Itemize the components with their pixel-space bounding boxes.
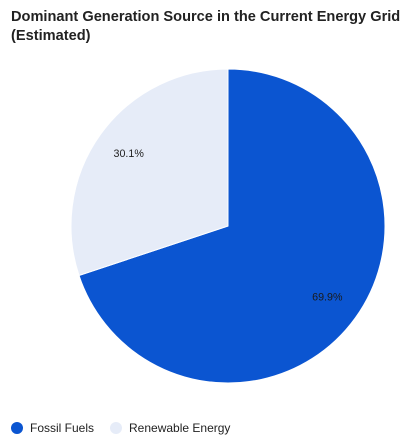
pie-slice-renewable-energy[interactable] bbox=[70, 68, 229, 277]
legend-swatch-fossil-fuels bbox=[11, 422, 23, 434]
legend-item-fossil-fuels[interactable]: Fossil Fuels bbox=[11, 421, 94, 435]
legend-item-renewable-energy[interactable]: Renewable Energy bbox=[110, 421, 230, 435]
legend-swatch-renewable-energy bbox=[110, 422, 123, 434]
chart-title: Dominant Generation Source in the Curren… bbox=[11, 9, 401, 44]
data-label-renewable-energy: 30.1% bbox=[114, 148, 145, 160]
legend: Fossil Fuels Renewable Energy bbox=[11, 421, 246, 435]
legend-label-fossil-fuels: Fossil Fuels bbox=[30, 421, 95, 435]
pie-slice-fossil-fuels[interactable] bbox=[78, 68, 386, 384]
data-label-fossil-fuels: 69.9% bbox=[312, 291, 343, 303]
legend-label-renewable-energy: Renewable Energy bbox=[129, 421, 231, 435]
